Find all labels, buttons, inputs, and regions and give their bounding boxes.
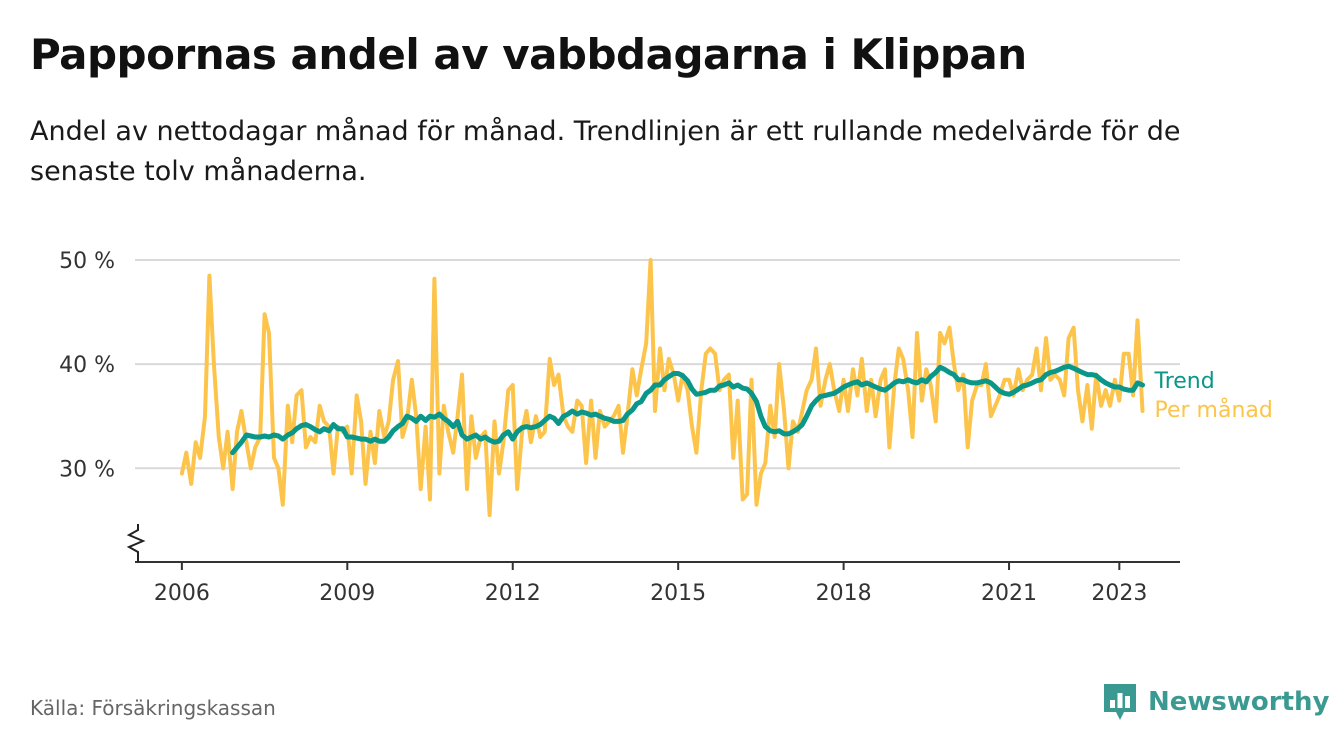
x-tick-label: 2006 [154,581,210,606]
page-subtitle: Andel av nettodagar månad för månad. Tre… [30,116,1181,187]
y-tick-label: 50 % [59,249,115,274]
legend-label-trend: Trend [1154,369,1215,394]
series-lines [179,258,1145,518]
y-tick-label: 40 % [59,353,115,378]
series-line-trend [230,363,1145,456]
newsworthy-logo-icon [1104,684,1136,720]
x-tick-label: 2012 [485,581,541,606]
source-note: Källa: Försäkringskassan [30,696,276,720]
x-tick-label: 2015 [650,581,706,606]
axis-break-icon [126,524,146,562]
brand-name: Newsworthy [1148,687,1330,717]
legend: Trend Per månad [1154,369,1273,423]
x-tick-label: 2023 [1091,581,1147,606]
y-tick-label: 30 % [59,457,115,482]
x-axis [126,524,1180,563]
x-tick-label: 2009 [319,581,375,606]
x-axis-ticks: 2006 2009 2012 2015 2018 2021 2023 [154,562,1147,606]
brand-logo: Newsworthy [1102,682,1329,722]
x-tick-label: 2018 [816,581,872,606]
x-tick-label: 2021 [981,581,1037,606]
y-axis-labels: 30 % 40 % 50 % [59,249,115,482]
legend-label-per-manad: Per månad [1155,397,1273,423]
page-title: Pappornas andel av vabbdagarna i Klippan [30,30,1027,79]
